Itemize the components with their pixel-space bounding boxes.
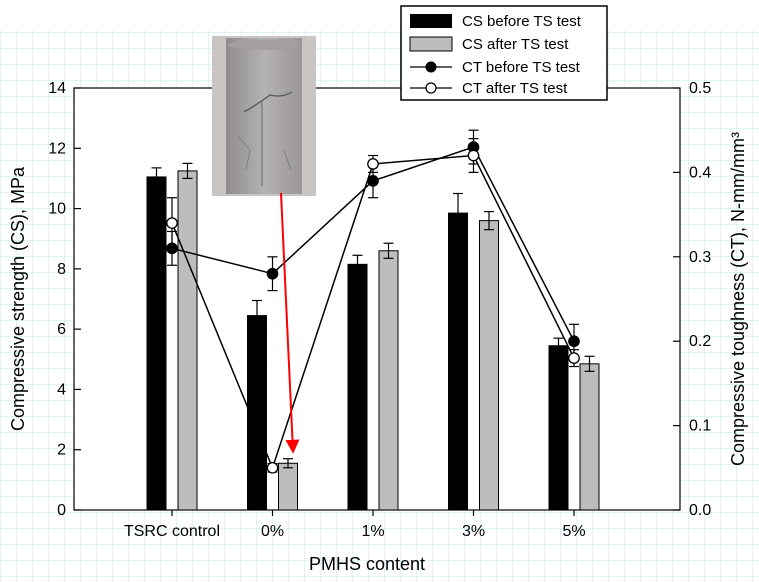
point-ct-after [266, 461, 279, 474]
y-axis-left-label: Compressive strength (CS), MPa [8, 166, 28, 431]
lines-layer [166, 129, 580, 474]
y-left-tick-label: 12 [48, 140, 66, 157]
y-right-tick-label: 0.5 [689, 80, 711, 97]
legend-marker-ct-before [425, 61, 437, 73]
legend-label-cs-after: CS after TS test [462, 36, 569, 53]
y-right-tick-label: 0.4 [689, 164, 711, 181]
legend: CS before TS test CS after TS test CT be… [400, 5, 608, 101]
bar-cs-before [146, 176, 167, 511]
bar-cs-after [177, 170, 198, 511]
bar-error-bar [584, 355, 595, 372]
y-axis-right-label: Compressive toughness (CT), N-mm/mm³ [728, 132, 748, 466]
x-tick-label: 3% [462, 523, 485, 540]
y-left-tick-label: 6 [57, 321, 66, 338]
y-left-tick-label: 8 [57, 261, 66, 278]
legend-label-ct-after: CT after TS test [462, 80, 568, 97]
y-right-tick-label: 0.3 [689, 249, 711, 266]
x-tick-label: 1% [361, 523, 384, 540]
x-tick-label: 0% [261, 523, 284, 540]
legend-swatch-cs-before [410, 14, 452, 28]
axes-layer: 0 2 4 6 8 10 12 14 0.0 0.1 0.2 0.3 0.4 0.5 TSRC contro… [48, 80, 711, 540]
point-ct-after [568, 352, 580, 364]
point-ct-after [467, 149, 480, 162]
bar-error-bar [352, 254, 363, 274]
point-ct-before [367, 174, 379, 187]
bar-cs-after [579, 363, 600, 511]
y-right-tick-label: 0.0 [689, 502, 711, 519]
plot-area [73, 87, 681, 511]
bar-cs-after [278, 462, 298, 511]
bar-cs-before [347, 263, 368, 511]
point-ct-after [367, 158, 379, 170]
legend-swatch-cs-after [409, 36, 453, 52]
legend-label-cs-before: CS before TS test [462, 13, 582, 30]
bar-cs-after [479, 220, 499, 511]
inset-photo [212, 36, 316, 196]
bar-error-bar [283, 458, 293, 469]
y-left-tick-label: 10 [48, 201, 66, 218]
point-ct-before [166, 242, 178, 255]
bar-cs-before [548, 345, 569, 511]
bar-error-bar [553, 337, 564, 354]
x-axis-label: PMHS content [309, 554, 425, 574]
point-ct-before [266, 267, 279, 280]
x-tick-label: TSRC control [124, 523, 220, 540]
y-left-tick-label: 2 [57, 442, 66, 459]
bars-layer [146, 162, 600, 511]
point-ct-before [568, 335, 580, 348]
bar-cs-before [448, 212, 468, 511]
bar-error-bar [182, 162, 193, 180]
y-left-tick-label: 0 [57, 502, 66, 519]
point-ct-after [166, 217, 178, 229]
x-tick-label: 5% [562, 523, 585, 540]
y-left-tick-label: 4 [57, 381, 66, 398]
bar-error-bar [151, 167, 162, 187]
bar-error-bar [484, 210, 494, 231]
y-right-tick-label: 0.1 [689, 418, 711, 435]
bar-cs-after [378, 250, 399, 511]
legend-marker-ct-after [425, 82, 437, 94]
annotation-arrow [280, 192, 300, 454]
bar-error-bar [252, 299, 262, 332]
legend-label-ct-before: CT before TS test [462, 59, 581, 76]
y-left-tick-label: 14 [48, 80, 66, 97]
bar-error-bar [453, 192, 463, 234]
bar-error-bar [383, 242, 394, 259]
y-right-tick-label: 0.2 [689, 333, 711, 350]
